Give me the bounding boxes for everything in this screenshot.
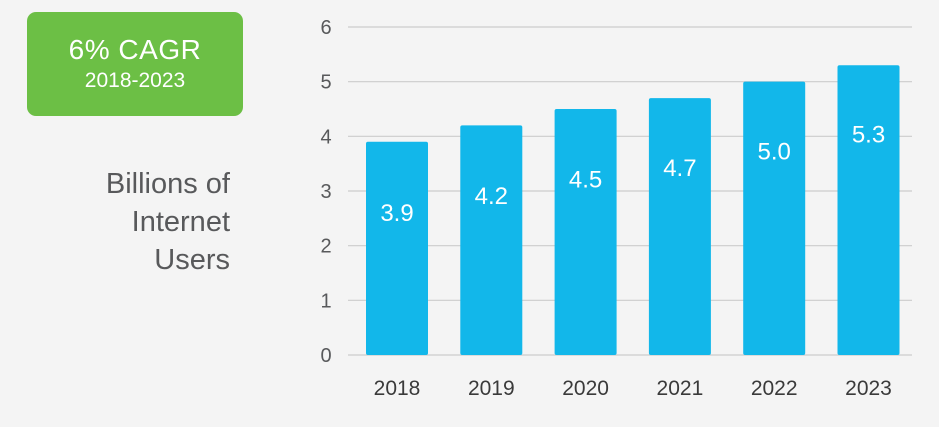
x-tick-label-2021: 2021 bbox=[657, 377, 704, 400]
bar-2019 bbox=[460, 125, 523, 356]
y-tick-label-6: 6 bbox=[320, 17, 331, 39]
data-label-2023: 5.3 bbox=[852, 122, 885, 149]
y-tick-labels: 0 1 2 3 4 5 6 bbox=[320, 17, 331, 367]
y-tick-label-3: 3 bbox=[320, 181, 331, 203]
y-axis-label-line-1: Billions of bbox=[105, 168, 230, 200]
bar-2020 bbox=[554, 109, 617, 355]
y-tick-label-1: 1 bbox=[320, 290, 331, 312]
y-tick-label-4: 4 bbox=[320, 126, 331, 148]
x-tick-label-2018: 2018 bbox=[374, 377, 421, 400]
gridlines bbox=[348, 26, 912, 356]
y-axis-label-line-3: Users bbox=[154, 244, 230, 276]
cagr-badge: 6% CAGR 2018-2023 bbox=[27, 12, 243, 116]
bars bbox=[366, 65, 900, 356]
bar-2021 bbox=[648, 98, 711, 356]
cagr-badge-subtitle: 2018-2023 bbox=[84, 69, 186, 92]
x-tick-labels: 2018 2019 2020 2021 2022 2023 bbox=[374, 377, 892, 400]
bar-2022 bbox=[743, 81, 806, 356]
x-tick-label-2019: 2019 bbox=[468, 377, 515, 400]
data-label-2020: 4.5 bbox=[569, 166, 602, 193]
x-tick-label-2020: 2020 bbox=[562, 377, 609, 400]
data-label-2021: 4.7 bbox=[663, 155, 696, 182]
bar-2023 bbox=[837, 65, 900, 356]
x-tick-label-2022: 2022 bbox=[751, 377, 798, 400]
y-tick-label-5: 5 bbox=[320, 72, 331, 94]
data-labels: 3.9 4.2 4.5 4.7 5.0 5.3 bbox=[380, 122, 885, 227]
y-tick-label-2: 2 bbox=[320, 236, 331, 258]
y-axis-label: Billions of Internet Users bbox=[30, 165, 230, 279]
data-label-2022: 5.0 bbox=[758, 138, 791, 165]
bar-2018 bbox=[366, 141, 428, 355]
cagr-badge-title: 6% CAGR bbox=[68, 34, 202, 65]
data-label-2018: 3.9 bbox=[380, 200, 413, 227]
y-axis-label-line-2: Internet bbox=[131, 206, 230, 238]
data-label-2019: 4.2 bbox=[475, 183, 508, 210]
y-tick-label-0: 0 bbox=[320, 345, 331, 367]
x-tick-label-2023: 2023 bbox=[845, 377, 892, 400]
